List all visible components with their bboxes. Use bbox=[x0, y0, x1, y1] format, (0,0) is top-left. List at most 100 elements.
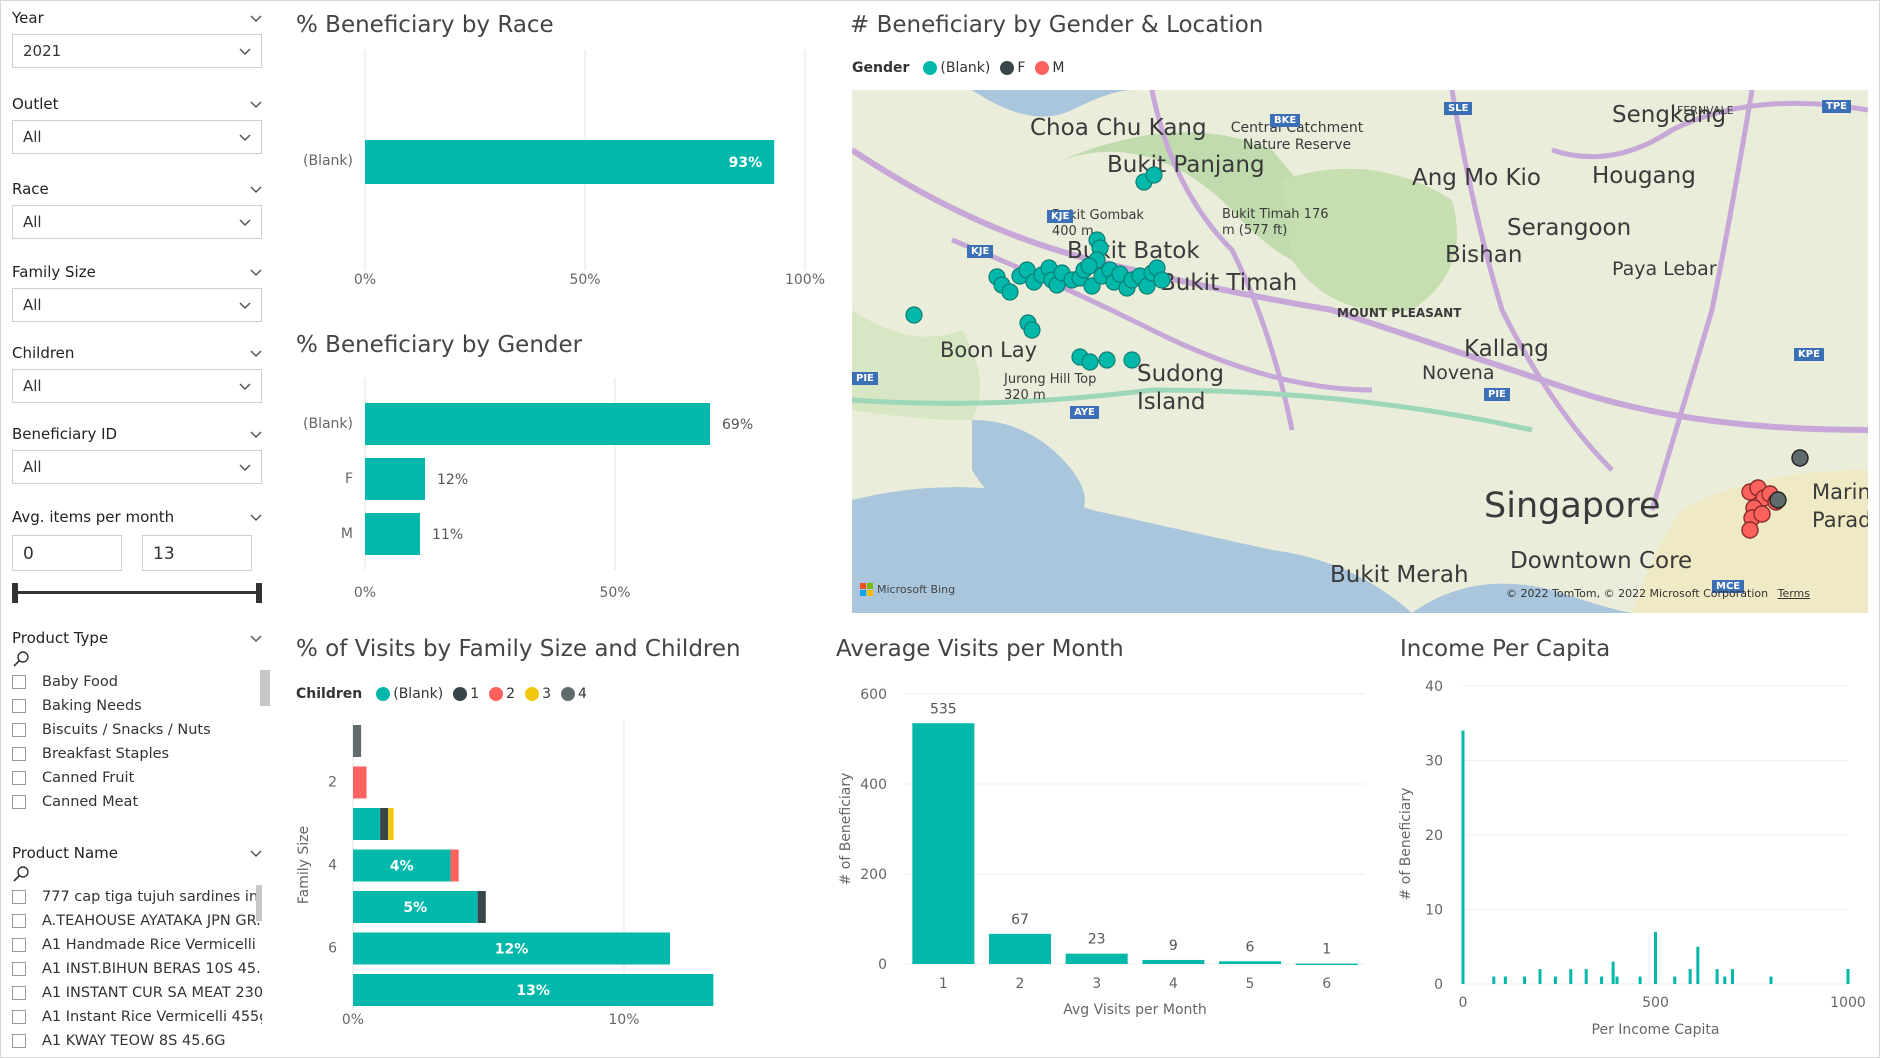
bar-segment[interactable] bbox=[353, 725, 362, 757]
bar[interactable] bbox=[1731, 969, 1734, 984]
bar[interactable] bbox=[989, 933, 1051, 964]
bar[interactable] bbox=[1492, 976, 1496, 984]
bar[interactable] bbox=[1295, 963, 1358, 966]
checkbox[interactable] bbox=[12, 1034, 26, 1048]
list-item[interactable]: A.TEAHOUSE AYATAKA JPN GR... bbox=[12, 909, 262, 933]
list-item[interactable]: Baking Needs bbox=[12, 694, 262, 718]
checkbox[interactable] bbox=[12, 914, 26, 928]
race-bar-chart[interactable]: 0% 50% 100% (Blank) 93% bbox=[280, 45, 840, 295]
year-slicer[interactable]: Year 2021 bbox=[12, 8, 262, 68]
chevron-down-icon[interactable] bbox=[250, 428, 262, 440]
list-item[interactable]: A1 Instant Rice Vermicelli 455g bbox=[12, 1005, 262, 1029]
list-item[interactable]: Baby Food bbox=[12, 670, 262, 694]
children-slicer[interactable]: Children All bbox=[12, 343, 262, 403]
legend-item[interactable]: 3 bbox=[525, 686, 551, 702]
bar-segment[interactable] bbox=[388, 808, 394, 840]
gender-bar-chart[interactable]: 0% 50% (Blank) 69% F 12% M 11% bbox=[280, 370, 840, 610]
map-point[interactable] bbox=[1145, 166, 1163, 184]
legend-item[interactable]: M bbox=[1035, 60, 1065, 76]
scrollbar[interactable] bbox=[260, 670, 270, 706]
chevron-down-icon[interactable] bbox=[250, 183, 262, 195]
bar[interactable] bbox=[365, 140, 775, 184]
checkbox[interactable] bbox=[12, 675, 26, 689]
list-item[interactable]: A1 INST.BIHUN BERAS 10S 45... bbox=[12, 957, 262, 981]
bar[interactable] bbox=[1696, 946, 1700, 984]
map-point[interactable] bbox=[1001, 283, 1019, 301]
year-dropdown[interactable]: 2021 bbox=[12, 34, 262, 68]
map-point[interactable] bbox=[1081, 353, 1099, 371]
chevron-down-icon[interactable] bbox=[250, 632, 262, 644]
checkbox[interactable] bbox=[12, 1010, 26, 1024]
bar[interactable] bbox=[365, 513, 420, 555]
bar[interactable] bbox=[1723, 976, 1727, 984]
list-item[interactable]: Canned Fruit bbox=[12, 766, 262, 790]
visits-stacked-bar-chart[interactable]: 0% 10% Family Size 6 4 2 4% 5% 12% 13% bbox=[280, 715, 820, 1030]
bar[interactable] bbox=[1503, 976, 1507, 984]
legend-item[interactable]: (Blank) bbox=[923, 60, 990, 76]
income-column-chart[interactable]: 0 10 20 30 40 # of Beneficiary 0 500 1000 Per Inc… bbox=[1380, 672, 1870, 1042]
range-slider[interactable] bbox=[12, 581, 262, 603]
bar[interactable] bbox=[1461, 730, 1465, 984]
bar-segment[interactable] bbox=[477, 891, 486, 923]
list-item[interactable]: Breakfast Staples bbox=[12, 742, 262, 766]
terms-link[interactable]: Terms bbox=[1777, 587, 1810, 600]
slider-max-handle[interactable] bbox=[256, 583, 262, 603]
search-icon[interactable] bbox=[12, 650, 30, 668]
scrollbar[interactable] bbox=[256, 885, 262, 921]
bar-segment[interactable] bbox=[353, 849, 451, 882]
bar[interactable] bbox=[1538, 969, 1542, 984]
checkbox[interactable] bbox=[12, 986, 26, 1000]
product-name-slicer[interactable]: Product Name 777 cap tiga tujuh sardines… bbox=[12, 843, 262, 1049]
map-point[interactable] bbox=[1741, 521, 1759, 539]
bar-segment[interactable] bbox=[353, 974, 714, 1006]
chevron-down-icon[interactable] bbox=[250, 12, 262, 24]
chevron-down-icon[interactable] bbox=[250, 847, 262, 859]
bar[interactable] bbox=[1219, 961, 1281, 964]
beneficiary-id-dropdown[interactable]: All bbox=[12, 450, 262, 484]
bar[interactable] bbox=[1715, 969, 1719, 984]
beneficiary-id-slicer[interactable]: Beneficiary ID All bbox=[12, 424, 262, 484]
checkbox[interactable] bbox=[12, 723, 26, 737]
bar[interactable] bbox=[1769, 976, 1773, 984]
list-item[interactable]: 777 cap tiga tujuh sardines in t... bbox=[12, 885, 262, 909]
bar-segment[interactable] bbox=[353, 932, 671, 965]
map-point[interactable] bbox=[1153, 271, 1171, 289]
checkbox[interactable] bbox=[12, 747, 26, 761]
bar[interactable] bbox=[1654, 931, 1657, 984]
list-item[interactable]: Canned Meat bbox=[12, 790, 262, 814]
chevron-down-icon[interactable] bbox=[250, 347, 262, 359]
legend-item[interactable]: F bbox=[1000, 60, 1025, 76]
outlet-dropdown[interactable]: All bbox=[12, 120, 262, 154]
bar-segment[interactable] bbox=[450, 849, 459, 882]
bar[interactable] bbox=[1553, 976, 1557, 984]
map-visual[interactable]: Choa Chu Kang Bukit Panjang Central Catc… bbox=[852, 90, 1868, 613]
map-point[interactable] bbox=[905, 306, 923, 324]
race-slicer[interactable]: Race All bbox=[12, 179, 262, 239]
family-size-slicer[interactable]: Family Size All bbox=[12, 262, 262, 322]
bar[interactable] bbox=[1584, 969, 1588, 984]
checkbox[interactable] bbox=[12, 890, 26, 904]
checkbox[interactable] bbox=[12, 962, 26, 976]
bar[interactable] bbox=[1142, 959, 1205, 964]
bar-segment[interactable] bbox=[353, 808, 381, 840]
range-min-input[interactable]: 0 bbox=[12, 535, 122, 571]
map-point[interactable] bbox=[1769, 491, 1787, 509]
checkbox[interactable] bbox=[12, 795, 26, 809]
chevron-down-icon[interactable] bbox=[250, 266, 262, 278]
bar-segment[interactable] bbox=[380, 808, 389, 840]
bar[interactable] bbox=[365, 403, 710, 445]
product-type-slicer[interactable]: Product Type Baby Food Baking Needs Bisc… bbox=[12, 628, 270, 820]
checkbox[interactable] bbox=[12, 771, 26, 785]
bar[interactable] bbox=[1688, 969, 1692, 984]
list-item[interactable]: A1 INSTANT CUR SA MEAT 230G bbox=[12, 981, 262, 1005]
search-icon[interactable] bbox=[12, 865, 30, 883]
legend-item[interactable]: 4 bbox=[560, 686, 587, 702]
children-dropdown[interactable]: All bbox=[12, 369, 262, 403]
bar[interactable] bbox=[1065, 953, 1128, 964]
avg-visits-column-chart[interactable]: 0 200 400 600 # of Beneficiary 535 1 67 2 23 3 9 4 6 5… bbox=[820, 672, 1380, 1032]
family-size-dropdown[interactable]: All bbox=[12, 288, 262, 322]
outlet-slicer[interactable]: Outlet All bbox=[12, 94, 262, 154]
map-point[interactable] bbox=[1023, 321, 1041, 339]
range-max-input[interactable]: 13 bbox=[142, 535, 252, 571]
bar[interactable] bbox=[1638, 976, 1642, 984]
